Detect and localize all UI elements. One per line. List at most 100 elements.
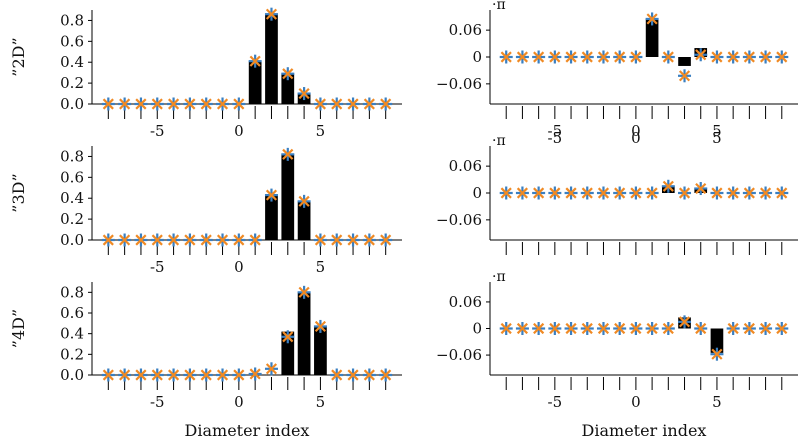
data-marker [629, 186, 643, 200]
data-marker [629, 50, 643, 64]
data-marker [548, 186, 562, 200]
data-marker [710, 347, 724, 361]
x-tick-label: 5 [316, 122, 326, 140]
x-tick-label: 5 [712, 122, 722, 140]
data-marker [726, 50, 740, 64]
data-marker [532, 322, 546, 335]
panel-mag-4d: 0.0 0.2 0.4 0.6 0.8 -5 0 5 ”4D” Diameter index [9, 282, 402, 440]
data-marker [362, 97, 376, 111]
data-marker [248, 367, 262, 381]
data-marker [661, 50, 675, 64]
data-marker [313, 97, 327, 111]
data-marker [216, 368, 230, 382]
bar [678, 57, 691, 66]
data-marker [167, 368, 181, 382]
data-marker [694, 182, 708, 196]
bar [710, 328, 724, 353]
data-marker [759, 186, 773, 200]
data-marker [710, 50, 724, 64]
data-marker [101, 97, 115, 111]
data-marker [101, 368, 115, 382]
data-marker [281, 330, 295, 344]
data-marker [515, 322, 529, 335]
y-tick-label: 0.8 [60, 147, 84, 165]
x-tick-label: 0 [631, 393, 641, 411]
y-tick-label: 0 [472, 320, 482, 338]
data-marker [183, 368, 197, 382]
data-marker [661, 179, 675, 193]
data-marker [596, 322, 610, 335]
data-marker [726, 322, 740, 335]
data-marker [613, 50, 627, 64]
data-marker [694, 48, 708, 62]
x-tick-label: 0 [631, 122, 641, 140]
data-marker [346, 233, 360, 247]
data-marker [532, 186, 546, 200]
data-marker [645, 186, 659, 200]
data-marker [118, 368, 132, 382]
x-tick-label: -5 [548, 122, 563, 140]
y-axis-label: ”2D” [9, 37, 28, 76]
x-tick-label: 5 [316, 258, 326, 276]
data-marker [645, 322, 659, 335]
y-tick-label: 0.4 [60, 189, 84, 207]
data-marker [118, 97, 132, 111]
y-axis-label: ”4D” [9, 309, 28, 348]
x-tick-label: 5 [712, 129, 722, 147]
x-tick-label: -5 [150, 258, 165, 276]
data-marker [313, 319, 327, 333]
y-tick-label: 0.6 [60, 304, 84, 322]
data-marker [183, 97, 197, 111]
y-tick-label: 0.8 [60, 283, 84, 301]
data-marker [216, 233, 230, 247]
data-marker [613, 322, 627, 335]
data-marker [281, 67, 295, 81]
data-marker [330, 368, 344, 382]
data-marker [499, 186, 513, 200]
data-marker [678, 315, 692, 329]
bar [645, 18, 659, 57]
data-marker [232, 233, 246, 247]
y-tick-label: 0.2 [60, 210, 84, 228]
data-marker [742, 322, 756, 335]
data-marker [726, 186, 740, 200]
data-marker [548, 322, 562, 335]
data-marker [150, 233, 164, 247]
data-marker [362, 368, 376, 382]
bar [248, 61, 262, 104]
bar [281, 331, 295, 375]
bar [297, 292, 311, 375]
data-marker [264, 7, 278, 21]
y-tick-label: 0.0 [60, 231, 84, 249]
y-tick-label: 0.06 [449, 21, 482, 39]
x-tick-label: 5 [316, 393, 326, 411]
data-marker [548, 50, 562, 64]
y-tick-label: 0.8 [60, 11, 84, 29]
data-marker [150, 368, 164, 382]
data-marker [759, 322, 773, 335]
data-marker [313, 233, 327, 247]
bar [281, 154, 295, 240]
data-marker [101, 233, 115, 247]
data-marker [775, 50, 789, 64]
y-tick-label: −0.06 [436, 211, 482, 229]
data-marker [330, 97, 344, 111]
data-marker [264, 188, 278, 202]
data-marker [297, 87, 311, 101]
bar [265, 195, 278, 240]
x-tick-label: 5 [712, 393, 722, 411]
x-axis-label: Diameter index [582, 421, 707, 440]
data-marker [346, 97, 360, 111]
data-marker [118, 233, 132, 247]
x-tick-label: -5 [150, 122, 165, 140]
x-tick-label: 0 [234, 258, 244, 276]
data-marker [759, 50, 773, 64]
data-marker [515, 50, 529, 64]
y-tick-label: 0.2 [60, 74, 84, 92]
data-marker [499, 322, 513, 335]
data-marker [232, 368, 246, 382]
data-marker [297, 194, 311, 208]
panel-phase-4d: −0.06 0 0.06 -5 0 5 ·π Diameter index [436, 269, 798, 440]
data-marker [297, 285, 311, 299]
data-marker [150, 97, 164, 111]
